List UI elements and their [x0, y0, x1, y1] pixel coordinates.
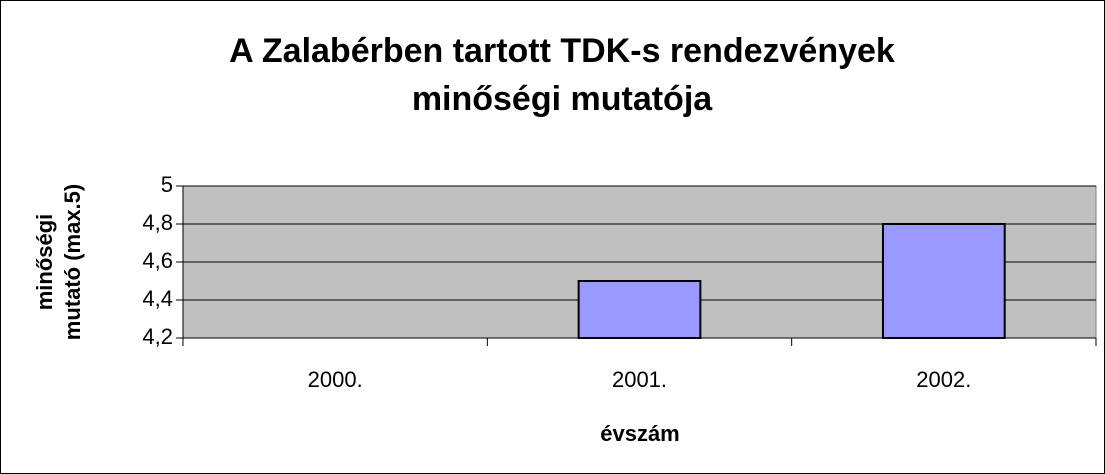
- chart-title: minőségi mutatója: [412, 80, 713, 118]
- y-tick-label: 4,6: [142, 248, 173, 273]
- y-tick-label: 4,8: [142, 210, 173, 235]
- y-tick-label: 4,4: [142, 286, 173, 311]
- bar: [577, 280, 702, 339]
- y-tick-label: 5: [161, 172, 173, 197]
- x-axis-title: évszám: [600, 421, 680, 446]
- y-tick-label: 4,2: [142, 324, 173, 349]
- y-axis-title: minőségi mutató (max.5): [32, 184, 85, 340]
- y-axis-title-line: minőségi: [32, 214, 57, 311]
- x-tick-label: 2000.: [308, 367, 363, 392]
- y-axis-title-line: mutató (max.5): [60, 184, 85, 340]
- bar: [881, 223, 1006, 339]
- x-tick-label: 2001.: [612, 367, 667, 392]
- x-tick-label: 2002.: [916, 367, 971, 392]
- chart-title: A Zalabérben tartott TDK-s rendezvények: [229, 32, 895, 70]
